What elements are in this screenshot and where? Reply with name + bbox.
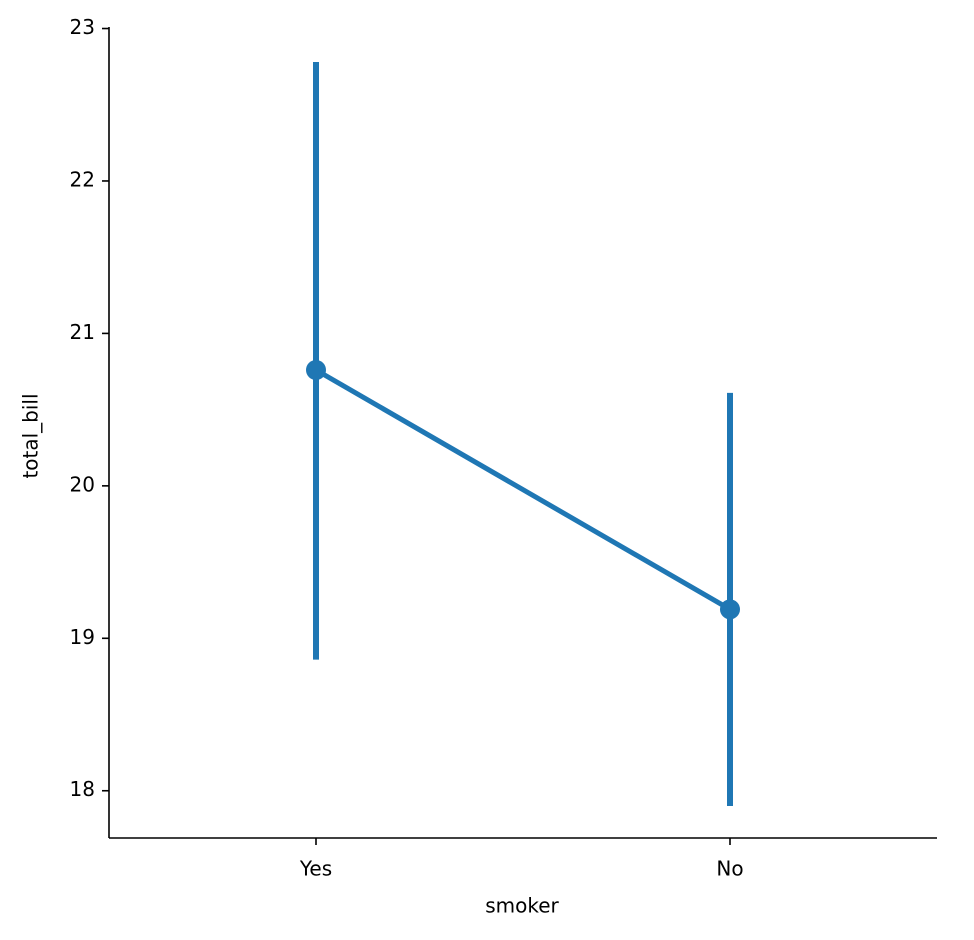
x-tick-label: Yes — [299, 857, 332, 881]
y-tick-label: 22 — [70, 167, 95, 191]
y-tick-label: 19 — [70, 625, 95, 649]
y-tick-label: 18 — [70, 777, 95, 801]
point — [306, 359, 326, 380]
line — [314, 367, 732, 612]
y-tick-label: 21 — [70, 320, 95, 344]
y-tick-label: 20 — [70, 472, 95, 496]
x-axis-label: smoker — [485, 894, 559, 918]
y-axis-label: total_bill — [19, 393, 43, 478]
y-tick-label: 23 — [70, 15, 95, 39]
x-tick-label: No — [716, 857, 743, 881]
point — [720, 599, 740, 620]
